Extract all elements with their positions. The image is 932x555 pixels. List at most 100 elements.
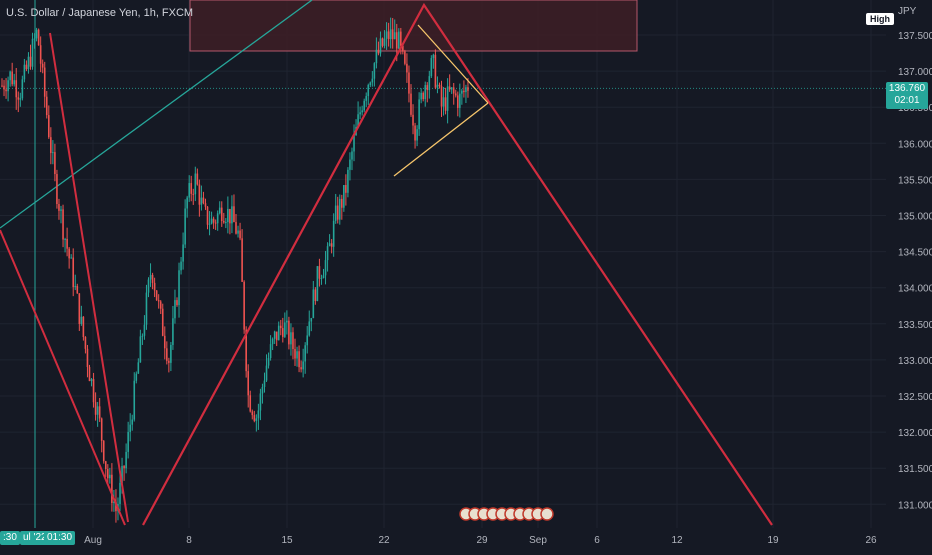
candle-body <box>383 38 386 46</box>
candle-body <box>290 332 292 345</box>
candle-body <box>277 325 280 341</box>
candle-body <box>450 87 453 90</box>
candle-body <box>206 206 209 225</box>
candle-body <box>159 301 162 309</box>
candle-body <box>345 185 347 193</box>
candle-body <box>174 300 176 319</box>
candle-body <box>121 466 123 483</box>
candle-body <box>336 205 339 220</box>
candle-body <box>328 243 331 247</box>
candle-body <box>125 451 127 469</box>
candle-body <box>324 260 327 276</box>
x-axis-tick-label: 12 <box>671 535 683 546</box>
candle-body <box>377 49 380 54</box>
candle-body <box>251 411 254 416</box>
y-axis-tick-label: 135.000 <box>898 212 932 223</box>
candle-body <box>210 218 213 224</box>
candle-body <box>166 348 168 361</box>
zigzag-leg-down-left <box>0 229 126 526</box>
candle-body <box>387 31 390 40</box>
candle-body <box>332 220 335 247</box>
candle-body <box>434 54 437 88</box>
candle-body <box>253 415 256 421</box>
candle-body <box>23 64 26 80</box>
x-axis-tick-label: 19 <box>767 535 779 546</box>
zigzag-leg-down <box>49 32 129 523</box>
candle-body <box>308 321 311 336</box>
candle-body <box>39 45 42 64</box>
candle-body <box>379 38 382 54</box>
candle-body <box>68 248 70 259</box>
candle-body <box>397 31 400 49</box>
candle-body <box>90 379 93 382</box>
candle-body <box>145 292 148 325</box>
candle-body <box>351 151 353 160</box>
candle-body <box>72 257 75 288</box>
candle-body <box>314 289 317 301</box>
candle-body <box>318 266 321 279</box>
candle-body <box>338 198 341 220</box>
candle-body <box>88 367 91 382</box>
x-axis-tick-label: 6 <box>594 535 600 546</box>
candle-body <box>375 49 378 64</box>
candle-body <box>37 29 40 46</box>
candle-body <box>98 406 101 419</box>
candle-body <box>43 67 46 97</box>
candle-body <box>243 281 245 330</box>
y-axis-tick-label: 132.000 <box>898 428 932 439</box>
candle-body <box>196 173 199 185</box>
candle-body <box>208 223 211 225</box>
candle-body <box>17 97 20 100</box>
candle-body <box>9 71 11 81</box>
candle-body <box>326 246 329 261</box>
y-axis-tick-label: 137.500 <box>898 31 932 42</box>
candle-body <box>359 112 361 115</box>
candle-body <box>25 64 28 70</box>
economic-event-marker <box>540 507 554 521</box>
candle-body <box>86 348 89 368</box>
candle-body <box>269 344 272 359</box>
candle-body <box>465 87 467 93</box>
y-axis-tick-label: 134.000 <box>898 284 932 295</box>
candle-body <box>133 380 136 420</box>
candle-body <box>96 406 99 415</box>
x-axis-tick-label: 15 <box>281 535 293 546</box>
candle-body <box>361 110 363 113</box>
candle-body <box>420 92 422 100</box>
candle-body <box>353 135 355 152</box>
candle-body <box>13 80 16 85</box>
candle-body <box>163 335 166 349</box>
crosshair-time-label-left: :30 <box>0 531 20 545</box>
candle-body <box>414 125 416 141</box>
candle-body <box>395 32 398 49</box>
currency-unit: JPY <box>898 6 917 17</box>
candle-body <box>408 72 410 94</box>
candle-body <box>153 282 156 291</box>
candle-body <box>1 85 3 87</box>
x-axis-tick-label: 22 <box>378 535 390 546</box>
candle-body <box>442 97 445 107</box>
candle-body <box>310 318 313 322</box>
candle-body <box>119 482 121 504</box>
candle-body <box>102 440 105 462</box>
candle-body <box>312 289 315 319</box>
candle-body <box>186 197 188 209</box>
candle-body <box>194 173 197 195</box>
candle-body <box>261 386 264 394</box>
candle-body <box>381 38 384 46</box>
candle-body <box>52 152 54 154</box>
candle-body <box>416 129 418 141</box>
candle-body <box>113 501 115 503</box>
symbol-title: U.S. Dollar / Japanese Yen, 1h, FXCM <box>6 7 194 19</box>
y-axis-tick-label: 135.500 <box>898 175 932 186</box>
candle-body <box>131 419 134 425</box>
candle-body <box>192 193 195 195</box>
candle-body <box>456 95 459 108</box>
candle-body <box>48 115 50 138</box>
candle-body <box>273 331 276 339</box>
candle-body <box>235 222 237 234</box>
candle-body <box>369 82 372 85</box>
